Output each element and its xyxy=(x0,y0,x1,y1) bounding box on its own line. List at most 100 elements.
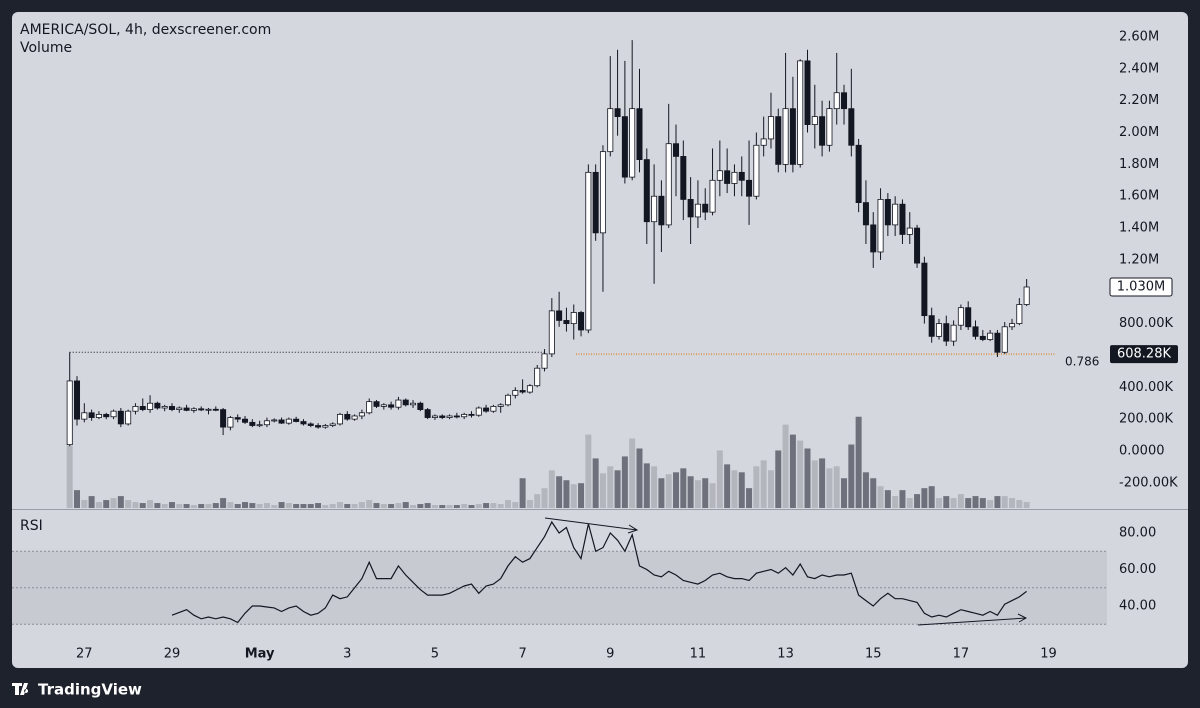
candle-body xyxy=(556,310,563,321)
x-tick-label: 27 xyxy=(76,647,93,662)
volume-bar xyxy=(607,466,614,508)
brand-name: TradingView xyxy=(38,681,142,699)
volume-bar xyxy=(95,502,102,508)
candle-body xyxy=(497,404,504,407)
volume-bar xyxy=(848,444,855,508)
candle-body xyxy=(665,143,672,226)
candle-body xyxy=(271,419,278,422)
candle-body xyxy=(629,108,636,178)
volume-bar xyxy=(168,502,175,508)
volume-bar xyxy=(767,470,774,508)
candle-body xyxy=(220,409,227,428)
candle-body xyxy=(147,402,154,410)
candle-body xyxy=(475,407,482,416)
volume-bar xyxy=(826,468,833,508)
volume-bar xyxy=(884,490,891,508)
volume-bar xyxy=(263,503,270,508)
volume-bar xyxy=(410,505,417,508)
volume-bar xyxy=(665,474,672,508)
candle-body xyxy=(468,413,475,416)
volume-bar xyxy=(300,504,307,508)
candle-body xyxy=(841,92,848,110)
y-tick-label: 2.20M xyxy=(1119,93,1159,108)
volume-bar xyxy=(293,504,300,508)
candle-body xyxy=(358,412,365,417)
volume-bar xyxy=(687,476,694,508)
volume-bar xyxy=(81,500,88,508)
divergence-line xyxy=(917,617,1027,626)
candle-body xyxy=(242,418,249,423)
candle-body xyxy=(724,170,731,184)
candle-body xyxy=(848,108,855,146)
volume-bar xyxy=(899,490,906,508)
candle-body xyxy=(417,402,424,410)
volume-bar xyxy=(373,503,380,508)
volume-bar xyxy=(775,450,782,508)
volume-bar xyxy=(760,460,767,508)
volume-bar xyxy=(220,498,227,508)
volume-bar xyxy=(161,504,168,508)
candle-body xyxy=(862,202,869,226)
candle-body xyxy=(987,332,994,340)
candle-body xyxy=(168,406,175,410)
volume-bar xyxy=(285,503,292,508)
candle-body xyxy=(483,407,490,412)
logo: TradingView xyxy=(12,681,142,699)
volume-bar xyxy=(570,484,577,508)
candle-body xyxy=(132,406,139,412)
volume-bar xyxy=(249,503,256,508)
candle-body xyxy=(899,203,906,235)
candle-body xyxy=(526,385,533,393)
x-tick-label: 3 xyxy=(343,647,351,662)
volume-bar xyxy=(738,472,745,508)
candle-body xyxy=(680,156,687,200)
x-tick-label: 11 xyxy=(690,647,707,662)
volume-bar xyxy=(965,498,972,508)
candle-body xyxy=(154,402,161,409)
volume-bar xyxy=(629,438,636,508)
candle-body xyxy=(643,159,650,223)
volume-bar xyxy=(125,500,132,508)
candle-body xyxy=(746,179,753,197)
volume-bar xyxy=(344,504,351,508)
candle-body xyxy=(439,415,446,418)
volume-bar xyxy=(833,466,840,508)
volume-bar xyxy=(1001,496,1008,508)
volume-bar xyxy=(366,500,373,508)
volume-bar xyxy=(987,500,994,508)
volume-bar xyxy=(336,502,343,508)
candle-body xyxy=(921,262,928,317)
volume-bar xyxy=(782,424,789,508)
volume-bar xyxy=(979,498,986,508)
candle-body xyxy=(446,415,453,418)
y-tick-label: 1.20M xyxy=(1119,252,1159,267)
y-tick-label: 200.00K xyxy=(1119,412,1173,427)
candle-body xyxy=(914,227,921,264)
fib-ratio-label: 0.786 xyxy=(1065,355,1099,369)
volume-bar xyxy=(88,496,95,508)
volume-bar xyxy=(205,504,212,508)
candle-body xyxy=(117,410,124,425)
rsi-line xyxy=(171,520,1027,624)
volume-bar xyxy=(943,496,950,508)
candle-body xyxy=(592,171,599,234)
candle-body xyxy=(395,399,402,408)
candle-body xyxy=(402,399,409,406)
candle-body xyxy=(614,108,621,118)
candle-body xyxy=(673,143,680,157)
candle-body xyxy=(351,415,358,420)
candle-body xyxy=(658,195,665,226)
candle-body xyxy=(519,390,526,393)
volume-bar xyxy=(453,505,460,508)
y-tick-label: 1.60M xyxy=(1119,189,1159,204)
volume-bar xyxy=(804,448,811,508)
volume-bar xyxy=(358,502,365,508)
volume-bar xyxy=(541,488,548,508)
fib-price-label: 608.28K xyxy=(1117,347,1171,362)
candle-body xyxy=(607,108,614,153)
volume-bar xyxy=(680,468,687,508)
candle-body xyxy=(249,421,256,426)
candle-body xyxy=(1016,304,1023,325)
volume-bar xyxy=(746,488,753,508)
candle-body xyxy=(453,415,460,418)
